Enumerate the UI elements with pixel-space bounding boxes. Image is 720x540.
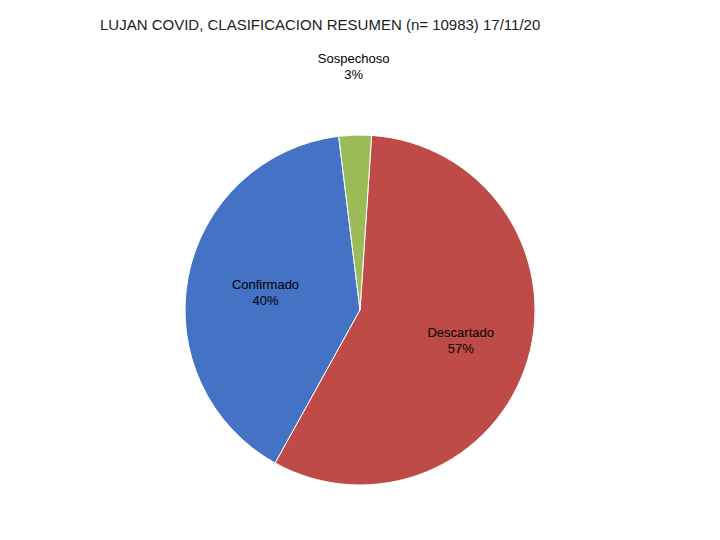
title: LUJAN COVID, CLASIFICACION RESUMEN (n= 1…	[100, 16, 540, 33]
label-category: Descartado	[427, 325, 493, 340]
labels: Confirmado40% Descartado57% Sospechoso3%	[232, 51, 494, 356]
data-label: Confirmado40%	[232, 277, 299, 308]
label-category: Sospechoso	[318, 51, 390, 66]
slice	[275, 135, 535, 485]
data-label: Descartado57%	[427, 325, 493, 356]
label-value: 3%	[344, 67, 363, 82]
chart-container: LUJAN COVID, CLASIFICACION RESUMEN (n= 1…	[0, 0, 720, 540]
label-category: Confirmado	[232, 277, 299, 292]
data-label: Sospechoso3%	[318, 51, 390, 82]
label-value: 57%	[448, 341, 474, 356]
label-value: 40%	[253, 293, 279, 308]
chart: LUJAN COVID, CLASIFICACION RESUMEN (n= 1…	[0, 0, 720, 540]
slice	[339, 135, 372, 310]
slices	[185, 135, 535, 485]
